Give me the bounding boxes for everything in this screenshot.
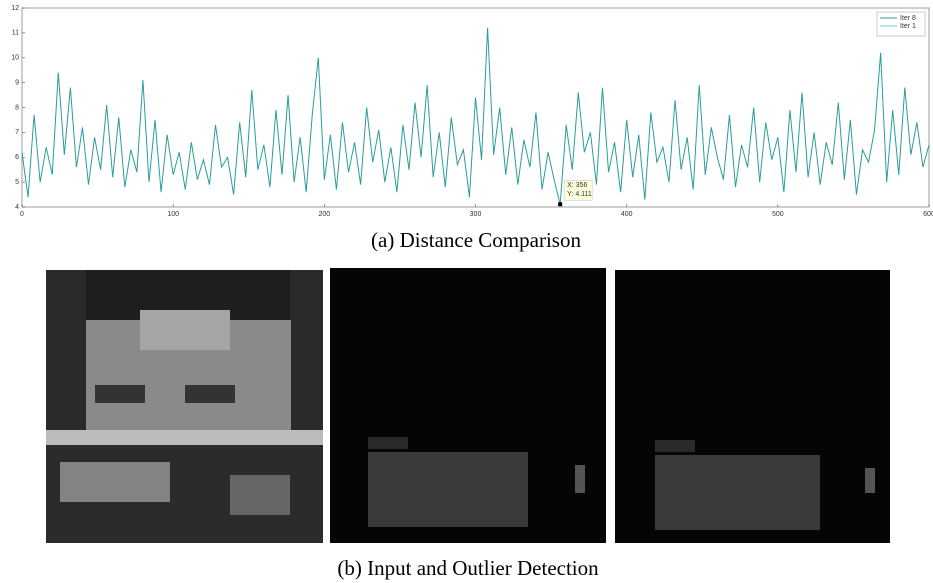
x-tick-label: 300 [470, 211, 482, 218]
x-tick-label: 400 [621, 211, 633, 218]
datatip-label: Y: 4.111 [567, 191, 592, 198]
input-image [46, 270, 323, 543]
y-tick-label: 10 [11, 55, 19, 62]
page: (a) Distance Comparison (b) Input and Ou… [0, 0, 933, 583]
legend-label: Iter 8 [900, 15, 916, 22]
y-tick-label: 5 [15, 179, 19, 186]
y-tick-label: 8 [15, 104, 19, 111]
caption-b: (b) Input and Outlier Detection [337, 556, 599, 580]
x-tick-label: 500 [772, 211, 784, 218]
x-tick-label: 0 [20, 211, 24, 218]
x-tick-label: 200 [318, 211, 330, 218]
y-tick-label: 7 [15, 129, 19, 136]
legend-label: Iter 1 [900, 23, 916, 30]
y-tick-label: 12 [11, 5, 19, 12]
datatip-marker [558, 202, 562, 206]
y-tick-label: 4 [15, 204, 19, 211]
figure: (a) Distance Comparison (b) Input and Ou… [0, 0, 933, 583]
caption-a: (a) Distance Comparison [371, 228, 581, 252]
y-tick-label: 9 [15, 79, 19, 86]
plot-frame [22, 8, 929, 207]
outlier-image-1 [330, 268, 606, 543]
y-tick-label: 11 [12, 30, 19, 37]
outlier-image-2 [615, 270, 890, 543]
x-tick-label: 100 [167, 211, 179, 218]
y-tick-label: 6 [15, 154, 19, 161]
x-tick-label: 600 [923, 211, 933, 218]
datatip-label: X: 356 [567, 182, 587, 189]
